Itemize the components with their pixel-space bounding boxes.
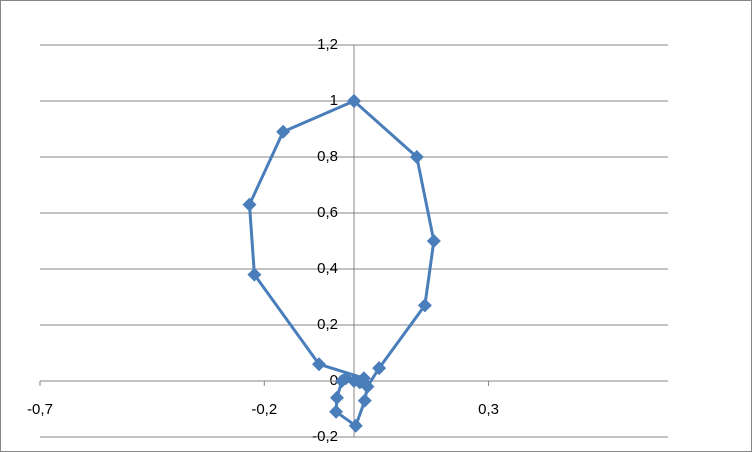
- point: [276, 124, 291, 139]
- point: [409, 150, 424, 164]
- point: [247, 267, 262, 282]
- point: [329, 390, 344, 405]
- y-tick-label: 0,8: [317, 148, 338, 165]
- series-line: [247, 99, 436, 428]
- point: [356, 371, 371, 386]
- point: [329, 404, 344, 419]
- y-tick-label: -0,2: [312, 428, 338, 445]
- y-tick-label: 0: [330, 372, 338, 389]
- y-tick-label: 0,2: [317, 316, 338, 333]
- point: [348, 418, 363, 433]
- x-tick-label: 0,3: [478, 401, 499, 418]
- y-tick-label: 1,2: [317, 36, 338, 53]
- point: [357, 393, 372, 408]
- point: [312, 357, 327, 372]
- y-tick-label: 0,4: [317, 260, 338, 277]
- point: [426, 234, 441, 248]
- marks: [242, 94, 441, 433]
- y-tick-label: 0,6: [317, 204, 338, 221]
- y-tick-label: 1: [330, 92, 338, 109]
- point: [242, 197, 257, 212]
- point: [347, 94, 361, 108]
- point: [417, 298, 432, 313]
- point: [372, 361, 387, 376]
- x-tick-label: -0,7: [27, 401, 53, 418]
- x-tick-label: -0,2: [251, 401, 277, 418]
